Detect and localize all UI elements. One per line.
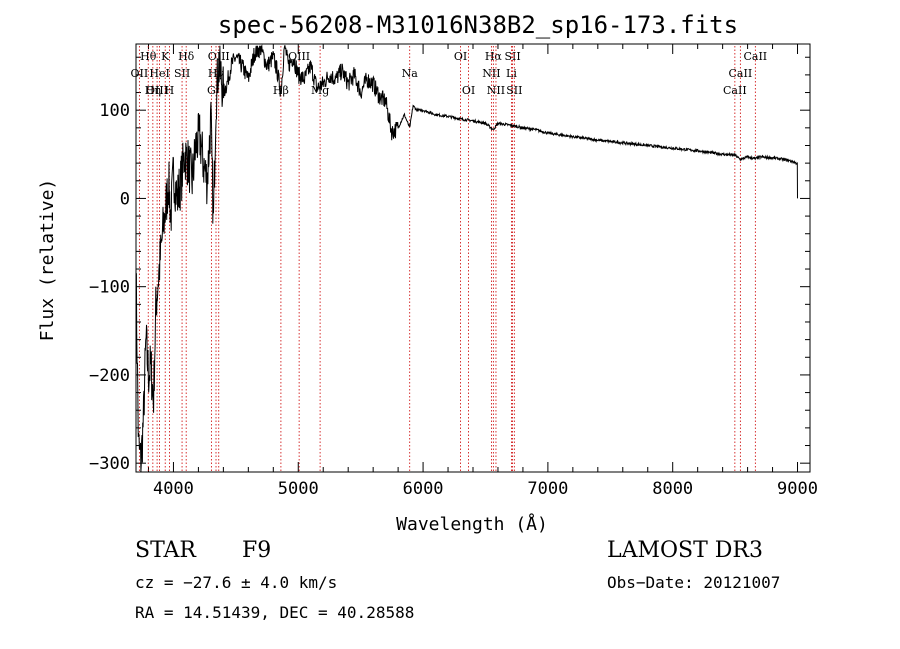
chart-title: spec-56208-M31016N38B2_sp16-173.fits — [218, 11, 738, 39]
line-label: K — [161, 50, 170, 63]
line-label: SII — [504, 50, 520, 63]
x-tick-label: 4000 — [153, 479, 194, 499]
line-label: CaII — [743, 50, 767, 63]
line-label: Na — [402, 67, 419, 80]
line-label: OII — [131, 67, 149, 80]
line-label: Li — [506, 67, 517, 80]
spectral-subclass: F9 — [242, 538, 272, 563]
y-tick-label: 0 — [120, 189, 130, 209]
line-label: NII — [487, 84, 505, 97]
line-label: Hα — [485, 50, 503, 63]
plot-frame — [135, 43, 811, 473]
line-label: Hη — [145, 84, 161, 97]
line-label: Hβ — [273, 84, 289, 97]
x-tick-label: 8000 — [652, 479, 693, 499]
redshift-velocity: cz = −27.6 ± 4.0 km/s — [135, 573, 338, 592]
line-label: OIII — [208, 50, 230, 63]
line-label: G — [207, 84, 216, 97]
line-label: OI — [454, 50, 467, 63]
y-tick-label: −100 — [89, 278, 130, 298]
line-label: CaII — [729, 67, 753, 80]
line-label: Hγ — [208, 67, 225, 80]
line-label: HeI — [149, 67, 169, 80]
y-tick-label: 100 — [99, 101, 130, 121]
y-axis-label: Flux (relative) — [37, 179, 58, 342]
x-tick-label: 9000 — [777, 479, 818, 499]
line-label: OIII — [146, 84, 168, 97]
line-label: NII — [482, 67, 500, 80]
x-tick-label: 5000 — [278, 479, 319, 499]
line-label: SII — [506, 84, 522, 97]
y-tick-label: −300 — [89, 454, 130, 474]
x-tick-label: 7000 — [527, 479, 568, 499]
spectrum-line — [135, 44, 798, 473]
observation-date: Obs−Date: 20121007 — [607, 573, 781, 592]
spectrum-series — [135, 44, 798, 473]
survey-name: LAMOST DR3 — [607, 538, 763, 563]
line-label: CaII — [723, 84, 747, 97]
coordinates: RA = 14.51439, DEC = 40.28588 — [135, 603, 415, 622]
line-label: OI — [462, 84, 475, 97]
y-tick-label: −200 — [89, 366, 130, 386]
line-label: Hδ — [178, 50, 195, 63]
x-tick-label: 6000 — [403, 479, 444, 499]
line-label: H — [165, 84, 175, 97]
x-axis-label: Wavelength (Å) — [396, 513, 548, 535]
object-class: STAR — [135, 538, 196, 563]
line-label: SII — [174, 67, 190, 80]
plot-axes: 4000 5000 6000 7000 8000 9000 −300 −200 −100 0 100 — [89, 43, 818, 499]
line-label: Hθ — [140, 50, 157, 63]
